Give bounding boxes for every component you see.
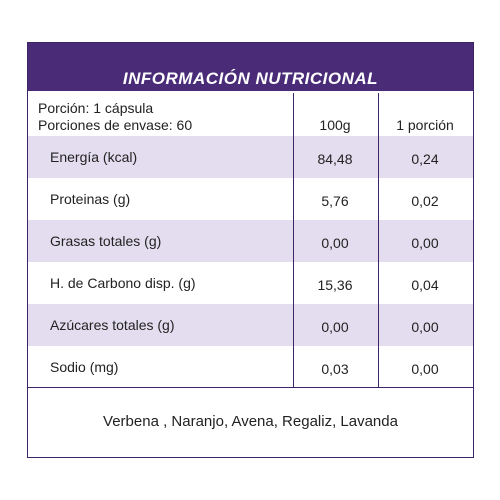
row-band	[28, 136, 473, 178]
row-band	[28, 304, 473, 346]
row-label: Energía (kcal)	[50, 149, 138, 165]
row-label: Grasas totales (g)	[50, 233, 162, 249]
divider	[28, 387, 473, 388]
value-portion: 0,00	[411, 319, 439, 335]
column-header: 1 porción	[396, 117, 454, 133]
value-100g: 0,00	[321, 235, 349, 251]
value-portion: 0,24	[411, 151, 439, 167]
portion-line: Porción: 1 cápsula	[38, 100, 154, 116]
divider	[293, 93, 294, 387]
header-band: INFORMACIÓN NUTRICIONAL	[28, 43, 473, 93]
row-label: Sodio (mg)	[50, 359, 119, 375]
nutrition-table: INFORMACIÓN NUTRICIONAL Porción: 1 cápsu…	[27, 42, 474, 458]
ingredients: Verbena , Naranjo, Avena, Regaliz, Lavan…	[103, 413, 398, 430]
value-portion: 0,04	[411, 277, 439, 293]
title: INFORMACIÓN NUTRICIONAL	[122, 69, 379, 88]
value-100g: 84,48	[317, 151, 353, 167]
row-band	[28, 220, 473, 262]
value-100g: 15,36	[317, 277, 353, 293]
value-portion: 0,00	[411, 361, 439, 377]
value-portion: 0,02	[411, 193, 439, 209]
row-label: Azúcares totales (g)	[50, 317, 175, 333]
column-header: 100g	[319, 117, 351, 133]
row-label: H. de Carbono disp. (g)	[50, 275, 196, 291]
value-portion: 0,00	[411, 235, 439, 251]
portion-line: Porciones de envase: 60	[38, 117, 193, 133]
divider	[378, 93, 379, 387]
value-100g: 0,03	[321, 361, 349, 377]
value-100g: 0,00	[321, 319, 349, 335]
row-label: Proteinas (g)	[50, 191, 131, 207]
value-100g: 5,76	[321, 193, 349, 209]
